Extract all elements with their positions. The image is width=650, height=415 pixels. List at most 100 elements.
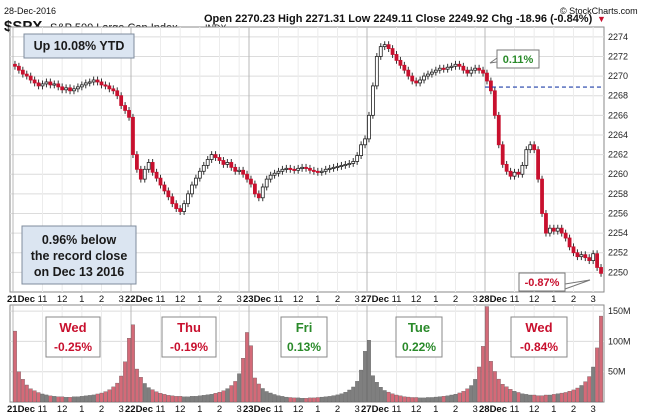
volume-bar — [469, 385, 474, 403]
day-box-5: Wed -0.84% — [510, 316, 568, 358]
volume-bar — [123, 361, 128, 403]
volume-bar — [158, 393, 163, 403]
volume-bar — [87, 395, 92, 403]
candle-body — [587, 257, 592, 261]
hour-label: 2 — [99, 404, 104, 415]
volume-bar — [142, 383, 147, 403]
candle-body — [583, 254, 588, 259]
volume-bar — [418, 397, 423, 403]
candle-body — [178, 208, 183, 212]
volume-bar — [237, 373, 242, 403]
volume-bar — [241, 358, 246, 403]
candle-body — [91, 79, 96, 83]
day-label: 23Dec — [243, 294, 271, 305]
candle-body — [127, 110, 131, 118]
volume-bar — [190, 396, 194, 403]
volume-bar — [111, 386, 116, 403]
volume-bar — [335, 394, 340, 403]
svg-text:Tue: Tue — [408, 320, 430, 335]
candle-body — [591, 253, 596, 261]
candle-body — [304, 166, 308, 169]
candle-body — [150, 162, 155, 173]
candle-body — [559, 227, 564, 234]
volume-bar — [382, 390, 387, 403]
hour-label: 3 — [473, 404, 478, 415]
candle-body — [241, 169, 245, 175]
candle-body — [95, 79, 100, 83]
volume-bar — [544, 394, 548, 403]
volume-bar — [162, 394, 167, 403]
candle-body — [119, 95, 124, 106]
candle-body — [296, 167, 301, 171]
candle-body — [158, 177, 163, 186]
candles — [13, 41, 603, 277]
volume-bar — [567, 391, 572, 403]
hour-label: 1 — [433, 294, 438, 305]
hour-label: 11 — [274, 294, 284, 305]
record-note-box — [21, 225, 137, 285]
hour-label: 12 — [57, 294, 68, 305]
volume-bar — [453, 394, 458, 403]
volume-bar — [579, 385, 584, 403]
svg-text:Fri: Fri — [296, 320, 313, 335]
candle-body — [135, 154, 139, 170]
volume-bar — [91, 394, 96, 403]
day-box-1: Wed -0.25% — [45, 316, 101, 358]
candle-body — [347, 163, 352, 166]
volume-bar — [477, 366, 482, 403]
price-tick-label: 2252 — [608, 248, 628, 258]
volume-bar — [24, 384, 29, 403]
volume-bar — [182, 396, 187, 403]
hour-label: 11 — [156, 294, 166, 305]
hour-label: 3 — [355, 294, 360, 305]
volume-bar — [488, 361, 493, 403]
candle-body — [131, 116, 135, 155]
volume-bar — [264, 391, 269, 403]
candle-body — [410, 75, 415, 82]
volume-bar — [68, 397, 72, 403]
svg-text:Wed: Wed — [59, 320, 86, 335]
volume-bar — [127, 338, 131, 403]
volume-bar — [201, 395, 206, 403]
candle-body — [355, 155, 360, 162]
volume-bar — [150, 389, 155, 403]
volume-tick-label: 150M — [608, 306, 631, 316]
volume-bar — [591, 366, 596, 403]
hour-label: 11 — [274, 404, 284, 415]
hour-label: 3 — [237, 404, 242, 415]
candle-body — [390, 48, 395, 55]
volume-bar — [300, 398, 305, 403]
hour-label: 11 — [392, 294, 402, 305]
candle-body — [481, 69, 485, 74]
hour-label: 3 — [119, 294, 124, 305]
price-tick-label: 2254 — [608, 228, 628, 238]
hour-label: 3 — [591, 404, 596, 415]
candle-body — [60, 86, 65, 91]
candle-body — [339, 164, 344, 167]
volume-bar — [449, 394, 454, 403]
volume-bar — [473, 379, 478, 403]
volume-bar — [217, 392, 222, 403]
volume-bar — [60, 396, 65, 403]
volume-bar — [398, 395, 403, 403]
candle-body — [201, 164, 206, 172]
candle-body — [115, 90, 120, 97]
volume-bar — [461, 391, 466, 403]
hour-label: 12 — [293, 404, 304, 415]
hour-label: 2 — [571, 404, 576, 415]
hour-label: 1 — [197, 294, 202, 305]
candle-body — [245, 173, 249, 180]
volume-axis: 50M 100M 150M — [608, 306, 631, 377]
candle-body — [496, 114, 501, 146]
volume-bar — [154, 391, 159, 403]
candle-body — [107, 85, 112, 90]
candle-body — [28, 75, 33, 81]
candle-body — [414, 80, 419, 84]
candle-body — [229, 162, 234, 168]
volume-bar — [205, 394, 210, 403]
candle-body — [426, 73, 430, 77]
volume-bar — [64, 397, 69, 403]
volume-bar — [433, 396, 438, 403]
candle-body — [437, 67, 442, 71]
candle-body — [378, 46, 383, 57]
